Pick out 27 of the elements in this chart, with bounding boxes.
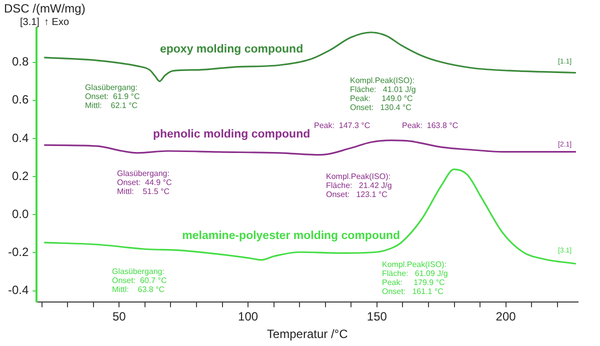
y-tick-label: 0.4 [12, 130, 29, 145]
x-tick-label: 100 [238, 310, 258, 324]
y-tick-label: 0.2 [12, 168, 29, 183]
annotation: Kompl.Peak(ISO): Fläche: 21.42 J/g Onset: 123.1 °C [326, 172, 392, 200]
annotation: Kompl.Peak(ISO): Fläche: 61.09 J/g Peak: 179.9 °C Onset: 161.1 °C [382, 260, 448, 296]
series-label: phenolic molding compound [152, 128, 310, 141]
annotation: Glasübergang: Onset: 61.9 °C Mittl: 62.1 °C [85, 83, 140, 110]
y-axis-title: DSC /(mW/mg) [4, 1, 86, 16]
annotation: Peak: 147.3 °C [314, 121, 370, 130]
y-tick-label: 0.8 [12, 54, 29, 69]
annotation: Kompl.Peak(ISO): Fläche: 41.01 J/g Peak: 149.0 °C Onset: 130.4 °C [350, 76, 416, 112]
y-tick-label: -0.2 [8, 245, 29, 260]
y-tick-label: -0.4 [8, 283, 29, 298]
series-label: epoxy molding compound [160, 44, 304, 56]
y-tick-label: 0.6 [12, 92, 29, 107]
y-tick-label: 0.0 [12, 206, 29, 221]
annotation: Glasübergang: Onset: 60.7 °C Mittl: 63.8 °C [112, 267, 168, 294]
annotation: Glasübergang: Onset: 44.9 °C Mittl: 51.5 °C [117, 169, 172, 196]
line-series [43, 140, 577, 156]
x-tick-label: 150 [366, 310, 388, 324]
x-tick-label: 200 [496, 310, 516, 324]
series-label: melamine-polyester molding compound [182, 230, 400, 242]
text: ↑ Exo [44, 16, 70, 28]
x-tick-label: 50 [112, 310, 126, 324]
x-axis-title: Temperatur /°C [266, 327, 348, 342]
annotation: Peak: 163.8 °C [402, 121, 458, 130]
text: [3.1] [20, 16, 40, 28]
